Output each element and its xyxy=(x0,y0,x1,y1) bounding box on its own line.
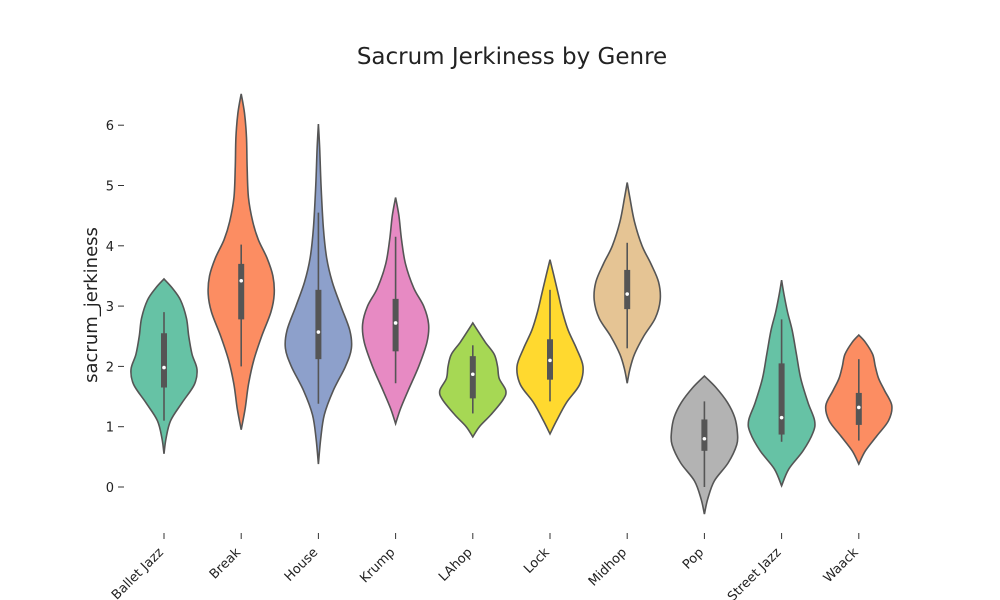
y-tick-label: 6 xyxy=(106,119,114,134)
x-tick-label: Street Jazz xyxy=(725,545,785,600)
violin-iqr-box xyxy=(778,363,785,435)
y-tick-label: 0 xyxy=(106,481,114,496)
y-tick-label: 4 xyxy=(106,240,114,255)
violin-plot-area xyxy=(130,93,893,515)
violin-ballet-jazz xyxy=(130,277,198,454)
violin-waack xyxy=(824,333,893,466)
y-tick-label: 5 xyxy=(106,180,114,195)
violin-lahop xyxy=(438,321,507,439)
violin-median xyxy=(702,436,707,441)
violin-pop xyxy=(670,374,739,515)
violin-midhop xyxy=(593,182,662,384)
x-axis: Ballet Jazz Break House Krump LAhop Lock Midho… xyxy=(109,533,862,600)
y-tick-label: 2 xyxy=(106,360,114,375)
x-tick-label: Pop xyxy=(680,545,707,572)
y-tick-label: 1 xyxy=(106,421,114,436)
violin-house xyxy=(284,123,353,465)
violin-street-jazz xyxy=(747,280,816,488)
x-tick-label: Break xyxy=(207,545,244,582)
y-tick-label: 3 xyxy=(106,300,114,315)
violin-krump xyxy=(361,197,430,427)
violin-median xyxy=(625,292,629,296)
violin-lock xyxy=(516,259,584,436)
violin-median xyxy=(393,321,398,325)
x-tick-label: House xyxy=(282,545,321,584)
violin-median xyxy=(316,330,321,334)
violin-median xyxy=(548,358,552,363)
x-tick-label: Waack xyxy=(821,545,862,586)
violin-median xyxy=(857,405,861,410)
violin-median xyxy=(471,372,475,377)
y-axis-label: sacrum_jerkiness xyxy=(81,227,102,383)
x-tick-label: Krump xyxy=(357,545,398,586)
violin-iqr-box xyxy=(701,419,708,451)
violin-median xyxy=(239,278,243,283)
violin-iqr-box xyxy=(469,356,476,399)
violin-median xyxy=(162,365,166,370)
y-axis: 0 1 2 3 4 5 6 xyxy=(106,119,124,496)
violin-break xyxy=(207,93,276,430)
x-tick-label: LAhop xyxy=(436,545,476,585)
violin-iqr-box xyxy=(315,289,322,360)
x-tick-label: Ballet Jazz xyxy=(109,545,167,600)
violin-iqr-box xyxy=(624,269,631,310)
violin-iqr-box xyxy=(161,333,167,388)
chart-title: Sacrum Jerkiness by Genre xyxy=(357,44,667,70)
x-tick-label: Midhop xyxy=(586,545,630,589)
violin-iqr-box xyxy=(392,298,399,352)
violin-iqr-box xyxy=(238,263,245,320)
violin-median xyxy=(779,415,784,420)
x-tick-label: Lock xyxy=(521,545,553,577)
